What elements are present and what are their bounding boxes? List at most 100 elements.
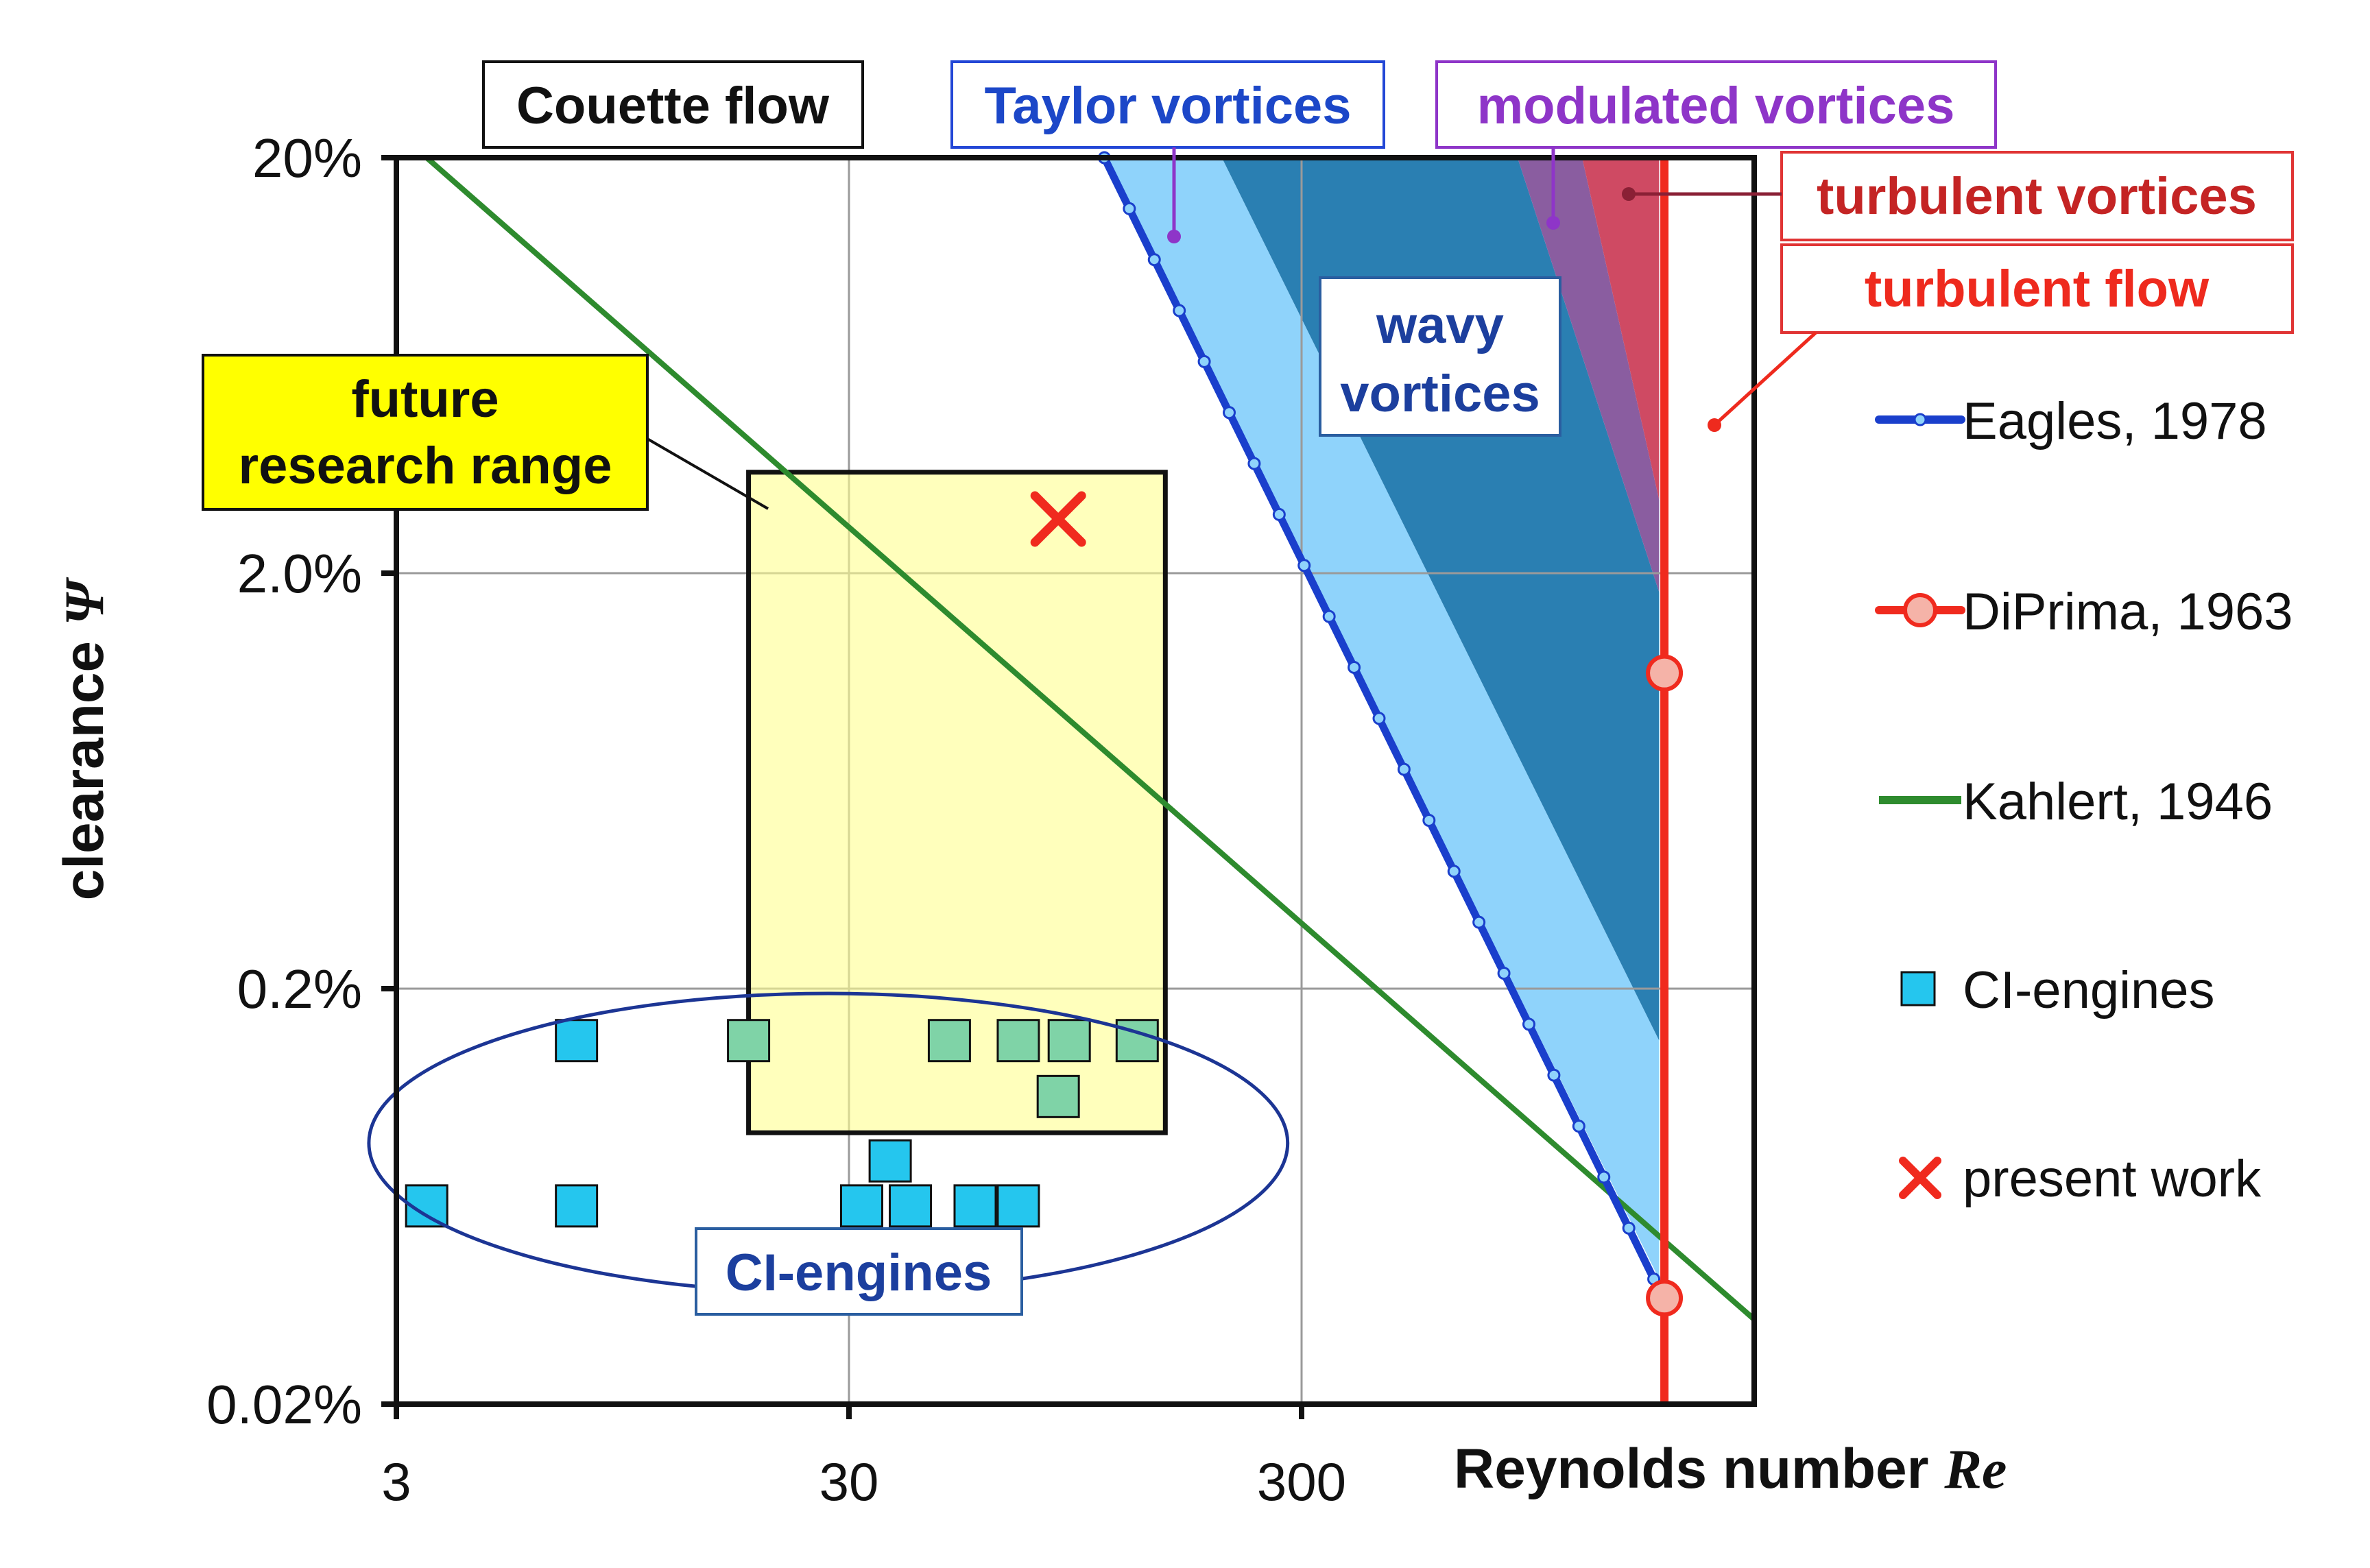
- ci-engine-point: [839, 1184, 883, 1228]
- annotation-future-research: future research range: [202, 354, 649, 511]
- eagles-dot: [1422, 813, 1436, 827]
- present-work-point: [1030, 491, 1086, 547]
- eagles-dot: [1447, 865, 1461, 878]
- eagles-dot: [1597, 1170, 1611, 1184]
- y-tick-label: 2.0%: [237, 543, 362, 604]
- leader-lines: [646, 147, 1817, 510]
- eagles-dot: [1272, 507, 1286, 521]
- eagles-dot: [1547, 1068, 1561, 1082]
- eagles-dot: [1372, 712, 1386, 725]
- eagles-dot: [1173, 304, 1186, 317]
- annotation-couette-text: Couette flow: [516, 77, 830, 135]
- x-axis-label-italic: Re: [1943, 1438, 2007, 1500]
- legend-kahlert-label: Kahlert, 1946: [1963, 773, 2273, 831]
- legend-item-kahlert: Kahlert, 1946: [1879, 773, 2273, 831]
- ci-engine-point: [927, 1019, 971, 1063]
- annotation-turbulent-flow-text: turbulent flow: [1865, 260, 2210, 318]
- x-tick-label: 3: [381, 1451, 411, 1512]
- ci-engine-point: [889, 1184, 933, 1228]
- leader-future-research: [646, 437, 769, 510]
- annotation-modulated-vortices: modulated vortices: [1435, 60, 1997, 149]
- x-tick-label: 30: [819, 1451, 879, 1512]
- annotation-couette-flow: Couette flow: [482, 60, 864, 149]
- y-axis-label-italic: Ψ: [53, 577, 115, 625]
- y-tick-label: 0.02%: [206, 1374, 362, 1435]
- eagles-dot: [1322, 610, 1336, 623]
- x-axis-label: Reynolds number Re: [1454, 1438, 2007, 1500]
- annotation-turbulent-vortices: turbulent vortices: [1780, 151, 2294, 241]
- y-axis-label-text: clearance: [53, 625, 115, 900]
- annotation-wavy-vortices: wavy vortices: [1319, 276, 1561, 437]
- legend-eagles-label: Eagles, 1978: [1963, 392, 2267, 450]
- legend-diprima-label: DiPrima, 1963: [1963, 583, 2293, 641]
- eagles-dot: [1223, 406, 1236, 420]
- leader-taylor-dot: [1167, 230, 1181, 243]
- annotation-ci-engines: CI-engines: [695, 1227, 1023, 1316]
- y-tick-label: 0.2%: [237, 958, 362, 1020]
- annotation-future-text-1: future: [351, 370, 499, 429]
- annotation-future-text-2: research range: [239, 437, 612, 495]
- legend-ci-label: CI-engines: [1963, 961, 2215, 1020]
- annotation-taylor-vortices: Taylor vortices: [950, 60, 1385, 149]
- ci-engine-point: [727, 1019, 771, 1063]
- diprima-marker: [1646, 1279, 1684, 1317]
- ci-engine-point: [555, 1019, 599, 1063]
- eagles-dot: [1297, 559, 1311, 572]
- ci-engine-point: [555, 1184, 599, 1228]
- region-turbulent-vortices: [1582, 158, 1660, 500]
- annotation-modulated-text: modulated vortices: [1477, 77, 1955, 135]
- kahlert-1946-line: [424, 155, 1756, 1322]
- eagles-dot: [1197, 354, 1211, 368]
- legend: Eagles, 1978 DiPrima, 1963 Kahlert, 1946…: [1875, 392, 2293, 1208]
- leader-modulated-dot: [1546, 216, 1560, 230]
- diprima-line: [1646, 158, 1684, 1404]
- ci-engine-points: [405, 1019, 1159, 1228]
- ci-engine-point: [996, 1019, 1040, 1063]
- axis-ticks: 3 30 300 0.02% 0.2% 2.0% 20%: [206, 128, 1346, 1512]
- annotation-wavy-text-1: wavy: [1376, 296, 1504, 354]
- leader-turbulent-flow: [1713, 331, 1817, 426]
- eagles-dot: [1522, 1017, 1535, 1031]
- ci-engine-point: [868, 1139, 912, 1183]
- eagles-dot: [1472, 915, 1486, 929]
- eagles-dot: [1348, 660, 1361, 674]
- annotation-turbulent-vortices-text: turbulent vortices: [1817, 167, 2257, 226]
- legend-item-eagles: Eagles, 1978: [1875, 392, 2267, 450]
- legend-ci-marker: [1900, 971, 1936, 1006]
- ci-engine-point: [953, 1184, 997, 1228]
- leader-turbulent-vortices-dot: [1622, 187, 1636, 201]
- legend-item-present-work: present work: [1899, 1150, 2262, 1208]
- kahlert-line: [424, 155, 1756, 1322]
- eagles-dot: [1397, 762, 1411, 776]
- y-tick-label: 20%: [252, 128, 362, 189]
- legend-eagles-marker: [1913, 413, 1927, 426]
- annotation-ci-text: CI-engines: [726, 1244, 992, 1302]
- ci-engine-point: [1036, 1074, 1080, 1118]
- x-tick-label: 300: [1257, 1451, 1346, 1512]
- legend-present-label: present work: [1963, 1150, 2262, 1208]
- legend-item-diprima: DiPrima, 1963: [1875, 583, 2293, 641]
- ci-engine-point: [1115, 1019, 1159, 1063]
- annotation-taylor-text: Taylor vortices: [984, 77, 1351, 135]
- y-axis-label: clearance Ψ: [53, 577, 115, 900]
- legend-diprima-marker: [1903, 593, 1937, 627]
- eagles-dot: [1497, 967, 1511, 980]
- eagles-line: [1097, 151, 1661, 1286]
- eagles-dot: [1147, 253, 1161, 267]
- eagles-dot: [1123, 202, 1136, 215]
- diprima-marker: [1646, 654, 1684, 692]
- plot-frame: [394, 155, 1757, 1407]
- annotation-turbulent-flow: turbulent flow: [1780, 243, 2294, 334]
- x-axis-label-text: Reynolds number: [1454, 1438, 1944, 1500]
- present-work-marker: [1030, 491, 1086, 547]
- leader-turbulent-flow-dot: [1708, 418, 1721, 432]
- axes-frame: [394, 155, 1757, 1407]
- legend-item-ci-engines: CI-engines: [1900, 961, 2215, 1020]
- eagles-dot: [1572, 1120, 1585, 1133]
- annotation-wavy-text-2: vortices: [1340, 365, 1540, 423]
- legend-present-marker: [1899, 1157, 1941, 1199]
- eagles-dot: [1622, 1221, 1636, 1235]
- ci-engine-point: [996, 1184, 1040, 1228]
- ci-engine-point: [1047, 1019, 1091, 1063]
